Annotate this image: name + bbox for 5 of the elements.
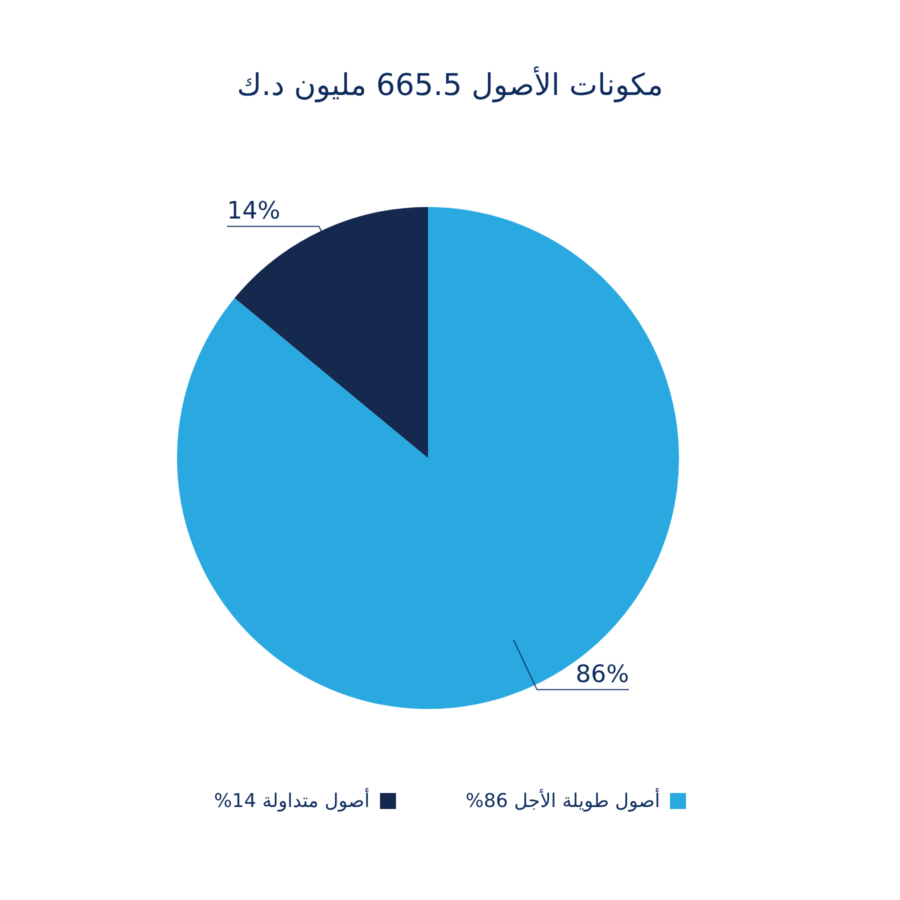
chart-title: مكونات الأصول 665.5 مليون د.ك <box>236 68 664 103</box>
legend-label: أصول طويلة الأجل 86% <box>466 790 660 812</box>
legend-label: أصول متداولة 14% <box>214 790 370 812</box>
data-label: 86% <box>576 660 630 688</box>
data-label: 14% <box>226 196 280 225</box>
